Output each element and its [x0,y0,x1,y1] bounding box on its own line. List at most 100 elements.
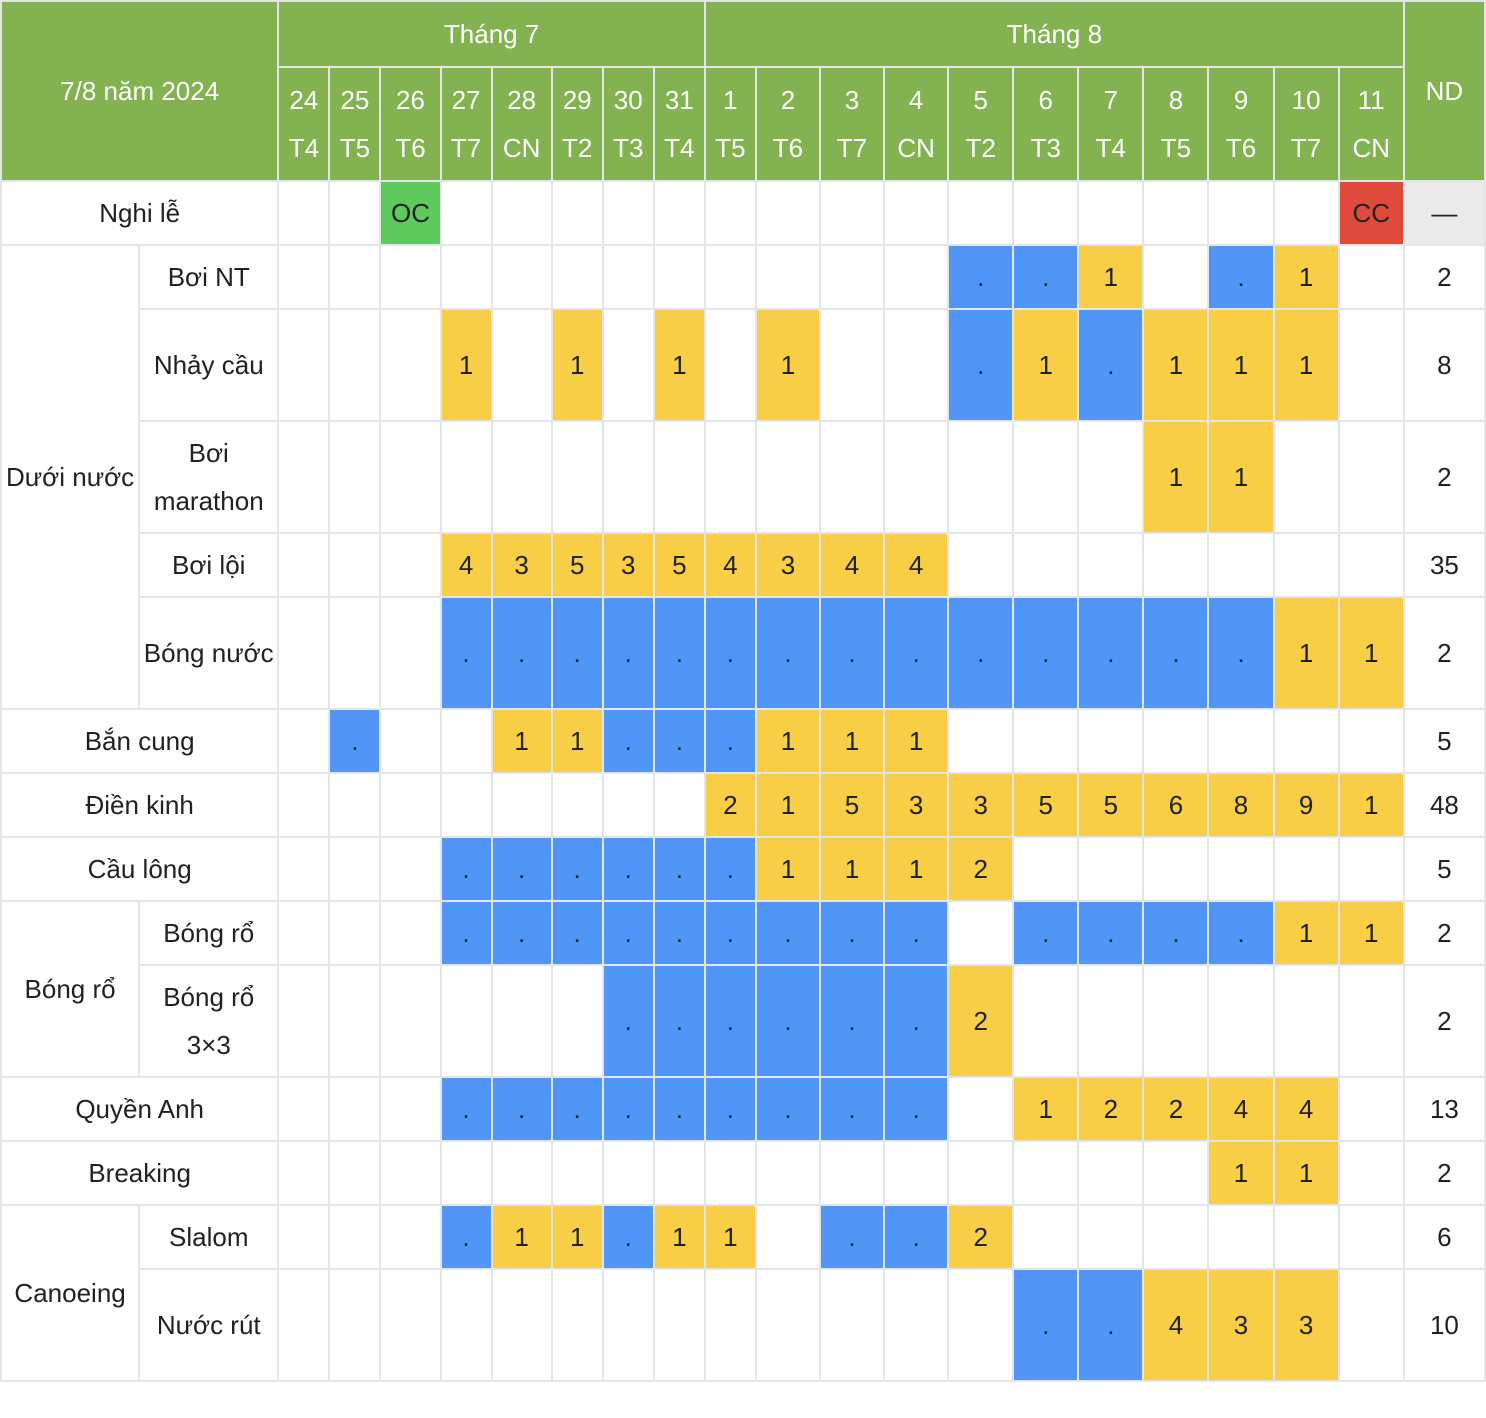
event-total-cell: 5 [1402,836,1486,902]
empty-day-cell [277,1204,331,1270]
empty-day-cell [703,420,757,534]
competition-day-cell: . [1077,596,1145,710]
total-column-header: ND [1402,0,1486,182]
empty-day-cell [883,308,950,422]
competition-day-cell: . [703,836,757,902]
day-number: 8 [1168,85,1184,115]
competition-day-cell: . [652,596,706,710]
day-number: 1 [723,85,738,115]
medal-event-cell: 5 [1077,772,1145,838]
empty-day-cell [490,1140,553,1206]
competition-day-cell: . [818,596,886,710]
event-total-cell: 10 [1402,1268,1486,1382]
sport-row: Breaking 1 1 2 [0,1140,1486,1206]
empty-day-cell [1077,180,1145,246]
empty-day-cell [1337,708,1405,774]
competition-day-cell: . [601,964,655,1078]
competition-day-cell: . [703,596,757,710]
empty-day-cell [379,772,442,838]
empty-day-cell [490,772,553,838]
day-header-cell: 3 T7 [818,66,886,182]
empty-day-cell [601,1140,655,1206]
empty-day-cell [379,596,442,710]
competition-day-cell: . [439,1076,493,1142]
competition-day-cell: . [550,836,604,902]
weekday-label: T3 [1030,133,1061,163]
day-header-cell: 11 CN [1337,66,1405,182]
medal-event-cell: 1 [1142,420,1210,534]
empty-day-cell [818,244,886,310]
empty-day-cell [601,308,655,422]
medal-event-cell: 1 [703,1204,757,1270]
day-number: 7 [1103,85,1119,115]
empty-day-cell [1142,244,1210,310]
empty-day-cell [277,836,331,902]
empty-day-cell [379,708,442,774]
empty-day-cell [379,308,442,422]
medal-event-cell: 5 [652,532,706,598]
empty-day-cell [883,1268,950,1382]
empty-day-cell [379,1140,442,1206]
sport-discipline-cell: Slalom [138,1204,280,1270]
empty-day-cell [1207,180,1275,246]
empty-day-cell [818,308,886,422]
empty-day-cell [703,308,757,422]
empty-day-cell [439,708,493,774]
competition-day-cell: . [1012,900,1080,966]
empty-day-cell [1142,1140,1210,1206]
event-total-cell: 35 [1402,532,1486,598]
medal-event-cell: 1 [1337,900,1405,966]
medal-event-cell: 1 [1272,244,1340,310]
medal-event-cell: 1 [490,1204,553,1270]
weekday-label: T4 [664,133,695,163]
sport-category-cell: Cầu lông [0,836,280,902]
medal-event-cell: 1 [550,308,604,422]
sport-category-cell: Quyền Anh [0,1076,280,1142]
empty-day-cell [1142,180,1210,246]
empty-day-cell [1337,1204,1405,1270]
competition-day-cell: . [818,964,886,1078]
schedule-table: 7/8 năm 2024 Tháng 7 Tháng 8 ND 24 T4 25 T5… [0,0,1486,1382]
sport-row: Điền kinh 2 1 5 3 3 5 5 6 8 9 1 48 [0,772,1486,838]
empty-day-cell [439,964,493,1078]
weekday-label: T5 [715,133,746,163]
empty-day-cell [1207,1204,1275,1270]
empty-day-cell [947,1140,1015,1206]
medal-event-cell: 1 [550,1204,604,1270]
empty-day-cell [754,1268,822,1382]
medal-event-cell: 4 [439,532,493,598]
competition-day-cell: . [1207,244,1275,310]
empty-day-cell [1272,964,1340,1078]
sport-row: Cầu lông...... 1 1 1 2 5 [0,836,1486,902]
empty-day-cell [439,244,493,310]
empty-day-cell [439,420,493,534]
empty-day-cell [883,1140,950,1206]
weekday-label: CN [897,133,935,163]
empty-day-cell [328,596,382,710]
empty-day-cell [550,964,604,1078]
empty-day-cell [328,836,382,902]
event-total-cell: 2 [1402,244,1486,310]
empty-day-cell [754,1140,822,1206]
competition-day-cell: . [328,708,382,774]
empty-day-cell [601,1268,655,1382]
medal-event-cell: 5 [1012,772,1080,838]
sport-category-cell: Bóng rổ [0,900,141,1078]
competition-day-cell: . [601,900,655,966]
empty-day-cell [883,420,950,534]
competition-day-cell: . [601,1204,655,1270]
sport-row: Nhảy cầu 1 1 1 1. 1. 1 1 1 8 [1,308,1486,422]
empty-day-cell [1077,836,1145,902]
schedule-header: 7/8 năm 2024 Tháng 7 Tháng 8 ND 24 T4 25 T5… [0,0,1486,182]
schedule-body: Nghi lễ OC CC — Dưới nước Bơi NT.. 1. 1 2 Nhảy cầ… [0,180,1486,1382]
empty-day-cell [277,772,331,838]
competition-day-cell: . [1077,308,1145,422]
empty-day-cell [652,244,706,310]
month-august-header: Tháng 8 [703,0,1405,68]
medal-event-cell: 3 [883,772,950,838]
sport-category-cell: Breaking [0,1140,280,1206]
event-total-cell: 13 [1402,1076,1486,1142]
competition-day-cell: . [601,596,655,710]
empty-day-cell [277,1076,331,1142]
event-total-cell: 2 [1402,420,1486,534]
